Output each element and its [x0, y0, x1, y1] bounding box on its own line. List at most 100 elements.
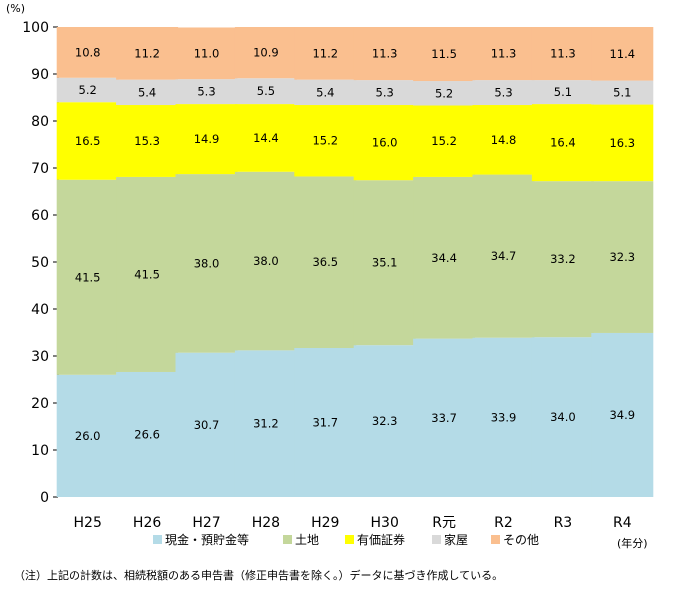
data-label: 30.7	[194, 418, 220, 432]
y-tick-label: 60	[31, 208, 49, 224]
bar-segment-r3-s2	[531, 104, 594, 182]
bar-segment-r4-s3	[591, 80, 654, 105]
bar-segment-h29-s1	[294, 176, 357, 349]
data-label: 5.3	[376, 86, 394, 100]
data-label: 11.2	[312, 46, 338, 60]
bar-segment-r2-s4	[472, 27, 535, 81]
bar-segment-h29-s2	[294, 105, 357, 177]
bar-segment-h25-s3	[56, 77, 119, 103]
bar-segment-r2-s1	[472, 174, 535, 338]
data-label: 34.0	[550, 410, 576, 424]
legend-label-1: 土地	[295, 533, 319, 547]
data-label: 31.2	[253, 417, 279, 431]
data-label: 11.4	[609, 47, 635, 61]
bar-segment-h30-s4	[353, 27, 416, 81]
legend-label-4: その他	[503, 533, 539, 547]
bar-segment-h30-s1	[353, 180, 416, 346]
x-tick-label-h26: H26	[133, 515, 161, 531]
data-label: 15.2	[312, 134, 338, 148]
bar-segment-r4-s2	[591, 104, 654, 182]
y-tick-label: 100	[22, 20, 49, 36]
legend-swatch-3	[432, 535, 441, 544]
y-tick-label: 70	[31, 161, 49, 177]
data-label: 38.0	[253, 254, 279, 268]
data-label: 34.7	[491, 249, 517, 263]
y-axis-unit: (%)	[6, 2, 25, 15]
legend-swatch-1	[283, 535, 292, 544]
bar-segment-r-s4	[413, 27, 476, 82]
bar-segment-h28-s2	[234, 104, 297, 172]
x-tick-label-r: R元	[432, 515, 456, 531]
data-label: 41.5	[75, 270, 101, 284]
bar-segment-h28-s4	[234, 27, 297, 79]
bar-segment-h28-s1	[234, 171, 297, 351]
x-axis-labels: H25 H26 H27 H28 H29 H30 R元 R2 R3 R4	[74, 515, 632, 531]
data-label: 14.9	[194, 132, 220, 146]
y-tick-label: 90	[31, 67, 49, 83]
bar-segment-r3-s1	[531, 181, 594, 338]
legend-label-2: 有価証券	[357, 532, 405, 547]
bar-segment-h26-s4	[116, 27, 179, 80]
data-label: 5.2	[435, 86, 453, 100]
data-label: 5.3	[494, 86, 512, 100]
bar-segment-h26-s1	[116, 176, 179, 372]
bar-segment-r-s1	[413, 176, 476, 339]
x-axis-unit: (年分)	[617, 536, 648, 550]
data-label: 11.2	[134, 46, 160, 60]
bar-segment-h27-s0	[175, 352, 238, 497]
y-tick-label: 80	[31, 114, 49, 130]
y-tick-label: 20	[31, 396, 49, 412]
data-label: 5.4	[138, 85, 156, 99]
bar-segment-h28-s3	[234, 78, 297, 105]
y-tick-label: 30	[31, 349, 49, 365]
data-label: 5.4	[316, 85, 334, 99]
bar-segment-h28-s0	[234, 350, 297, 497]
data-label: 11.0	[194, 46, 220, 60]
data-label: 32.3	[609, 250, 635, 264]
data-label: 35.1	[372, 256, 398, 270]
data-label: 41.5	[134, 267, 160, 281]
bar-segment-r3-s3	[531, 80, 594, 105]
y-tick-label: 0	[40, 490, 49, 506]
y-tick-label: 50	[31, 255, 49, 271]
x-tick-label-r3: R3	[554, 515, 573, 531]
bar-segment-h29-s0	[294, 348, 357, 497]
data-label: 11.3	[372, 47, 398, 61]
data-label: 16.4	[550, 136, 576, 150]
bars: 26.0 41.5 16.5 5.2 10.8 26.6 41.5 15.3 5.4 11.2 30…	[56, 27, 654, 497]
stacked-bar-chart: (%) 0 10 20 30 40 50 60 70 80 90 100 26.0 41.5 16.5 5…	[6, 2, 654, 550]
data-label: 31.7	[312, 416, 338, 430]
legend-label-3: 家屋	[444, 532, 468, 547]
data-label: 5.2	[79, 83, 97, 97]
bar-segment-h26-s2	[116, 105, 179, 177]
data-label: 26.6	[134, 427, 160, 441]
data-label: 14.8	[491, 133, 517, 147]
y-tick-label: 10	[31, 443, 49, 459]
bar-segment-h29-s3	[294, 79, 357, 106]
data-label: 15.2	[431, 134, 457, 148]
x-tick-label-h29: H29	[311, 515, 339, 531]
bar-segment-h25-s1	[56, 179, 119, 375]
bar-segment-r2-s2	[472, 105, 535, 175]
bar-segment-h30-s0	[353, 345, 416, 497]
y-tick-label: 40	[31, 302, 49, 318]
data-label: 33.2	[550, 252, 576, 266]
legend-swatch-2	[345, 535, 354, 544]
data-label: 5.5	[257, 84, 275, 98]
data-label: 5.1	[613, 86, 631, 100]
data-label: 16.5	[75, 134, 101, 148]
data-label: 10.8	[75, 45, 101, 59]
data-label: 32.3	[372, 414, 398, 428]
x-tick-label-h28: H28	[252, 515, 280, 531]
bar-segment-h27-s2	[175, 104, 238, 175]
bar-segment-h30-s3	[353, 80, 416, 106]
bar-segment-h25-s2	[56, 102, 119, 180]
bar-segment-h26-s3	[116, 79, 179, 106]
x-tick-label-h25: H25	[74, 515, 102, 531]
data-label: 11.3	[550, 47, 576, 61]
legend-swatch-4	[491, 535, 500, 544]
data-label: 14.4	[253, 131, 279, 145]
footnote: （注）上記の計数は、相続税額のある申告書（修正申告書を除く。）データに基づき作成…	[14, 569, 504, 582]
legend: 現金・預貯金等 土地 有価証券 家屋 その他	[153, 532, 539, 547]
data-label: 5.1	[554, 85, 572, 99]
